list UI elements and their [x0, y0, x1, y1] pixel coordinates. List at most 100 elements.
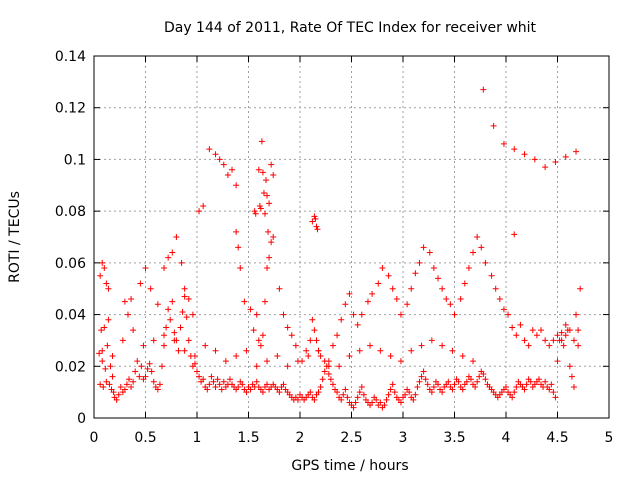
data-point [102, 365, 109, 372]
data-point [241, 298, 248, 305]
data-point [128, 296, 135, 303]
data-point [251, 208, 258, 215]
data-point [119, 337, 126, 344]
data-point [150, 378, 157, 385]
data-point [183, 314, 190, 321]
data-point [533, 332, 540, 339]
data-point [204, 386, 211, 393]
data-point [266, 254, 273, 261]
data-point [257, 205, 264, 212]
data-point [418, 342, 425, 349]
data-point [404, 301, 411, 308]
y-tick-labels: 0 0.02 0.04 0.06 0.08 0.1 0.12 0.14 [55, 49, 86, 427]
data-point [255, 337, 262, 344]
data-point [354, 394, 361, 401]
data-point [538, 327, 545, 334]
data-point [480, 371, 487, 378]
data-point [206, 381, 213, 388]
data-point [430, 383, 437, 390]
data-point [321, 368, 328, 375]
data-point [562, 153, 569, 160]
data-point [570, 337, 577, 344]
data-point [243, 347, 250, 354]
data-point [445, 378, 452, 385]
data-point [233, 228, 240, 235]
data-point [97, 272, 104, 279]
data-point [467, 376, 474, 383]
data-point [381, 402, 388, 409]
data-point [408, 347, 415, 354]
data-point [181, 293, 188, 300]
data-point [420, 244, 427, 251]
x-tick-labels: 0 0.5 1 1.5 2 2.5 3 3.5 4 4.5 5 [90, 430, 614, 446]
y-tick-label: 0.04 [55, 308, 86, 324]
data-point [259, 332, 266, 339]
data-point [104, 342, 111, 349]
data-point [552, 394, 559, 401]
data-point [208, 373, 215, 380]
data-point [575, 342, 582, 349]
data-point [513, 332, 520, 339]
data-point [542, 164, 549, 171]
data-point [117, 383, 124, 390]
data-point [566, 327, 573, 334]
data-point [150, 337, 157, 344]
data-point [521, 151, 528, 158]
data-point [303, 347, 310, 354]
data-point [439, 342, 446, 349]
data-point [264, 358, 271, 365]
data-point [185, 296, 192, 303]
y-tick-label: 0 [77, 411, 86, 427]
data-point [465, 265, 472, 272]
data-point [577, 285, 584, 292]
data-point [449, 386, 456, 393]
data-point [474, 234, 481, 240]
data-point [325, 363, 332, 370]
data-point [154, 386, 161, 393]
data-point [443, 296, 450, 303]
data-point [191, 360, 198, 367]
data-point [255, 166, 262, 173]
data-point [256, 202, 263, 209]
data-point [124, 311, 131, 318]
data-point [385, 272, 392, 279]
data-point [181, 347, 188, 354]
data-point [317, 383, 324, 390]
data-point [476, 373, 483, 380]
data-point [247, 306, 254, 313]
data-point [233, 182, 240, 189]
data-point [334, 389, 341, 396]
data-point [137, 280, 144, 287]
data-point [455, 378, 462, 385]
data-point [315, 389, 322, 396]
data-point [307, 389, 314, 396]
data-point [110, 389, 117, 396]
data-point [235, 244, 242, 251]
data-point [482, 259, 489, 266]
data-point [237, 265, 244, 272]
data-point [385, 391, 392, 398]
data-point [147, 285, 154, 292]
y-tick-label: 0.1 [64, 152, 86, 168]
data-point [130, 327, 137, 334]
data-point [546, 342, 553, 349]
data-point [247, 386, 254, 393]
data-point [364, 298, 371, 305]
data-point [268, 239, 275, 246]
data-point [358, 311, 365, 318]
data-point [148, 368, 155, 375]
data-point [369, 399, 376, 406]
data-point [253, 378, 260, 385]
data-point [264, 192, 271, 199]
data-point [412, 270, 419, 277]
data-point [340, 391, 347, 398]
data-point [319, 376, 326, 383]
data-point [175, 347, 182, 354]
data-point [161, 332, 168, 339]
data-point [161, 265, 168, 272]
data-point [562, 321, 569, 328]
data-point [422, 376, 429, 383]
data-point [138, 363, 145, 370]
data-point [329, 381, 336, 388]
data-point [329, 342, 336, 349]
